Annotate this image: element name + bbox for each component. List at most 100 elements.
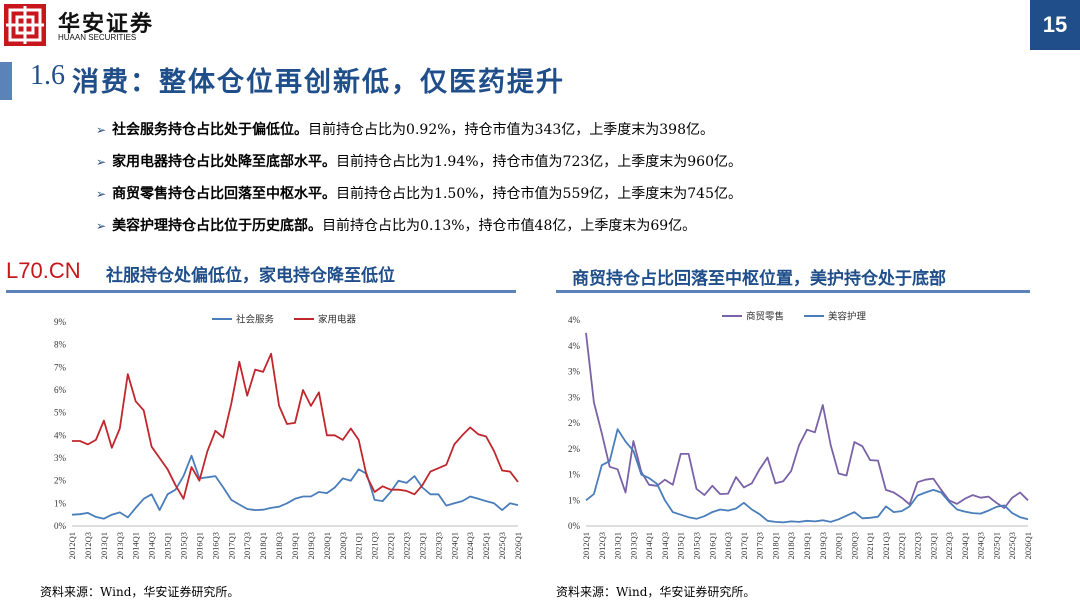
x-tick-label: 2014Q3 [660,532,670,559]
x-tick-label: 2019Q3 [818,532,828,559]
y-tick-label: 5% [54,408,67,418]
y-tick-label: 7% [54,362,67,372]
x-tick-label: 2016Q3 [723,532,733,559]
x-tick-label: 2023Q3 [944,532,954,559]
x-tick-label: 2014Q3 [147,532,157,559]
y-tick-label: 1% [568,470,581,480]
x-tick-label: 2022Q3 [402,532,412,559]
watermark: L70.CN [6,258,81,283]
arrow-icon: ➢ [96,123,107,137]
x-tick-label: 2021Q1 [865,532,875,559]
x-tick-label: 2016Q1 [707,532,717,559]
x-tick-label: 2026Q1 [1023,532,1033,559]
x-tick-label: 2023Q1 [928,532,938,559]
y-tick-label: 4% [54,430,67,440]
y-tick-label: 2% [568,418,581,428]
bullet-item: ➢ 社会服务持仓占比处于偏低位。目前持仓占比为0.92%，持仓市值为343亿，上季… [96,118,742,150]
x-tick-label: 2012Q1 [581,532,591,559]
y-tick-label: 2% [568,444,581,454]
page-title: 消费：整体仓位再创新低，仅医药提升 [72,67,565,98]
x-tick-label: 2013Q1 [613,532,623,559]
x-tick-label: 2018Q3 [274,532,284,559]
legend-label: 商贸零售 [746,311,784,323]
bullet-item: ➢ 家用电器持仓占比处降至底部水平。目前持仓占比为1.94%，持仓市值为723亿，… [96,150,742,182]
bullet-bold: 美容护理持仓占比位于历史底部。 [112,218,323,234]
x-tick-label: 2020Q3 [849,532,859,559]
arrow-icon: ➢ [96,155,107,169]
section-number: 1.6 [30,60,65,91]
x-tick-label: 2023Q3 [433,532,443,559]
x-tick-label: 2015Q3 [179,532,189,559]
bullet-bold: 社会服务持仓占比处于偏低位。 [112,122,309,138]
chart-rule-left [6,290,516,293]
x-tick-label: 2024Q1 [449,532,459,559]
x-tick-label: 2013Q3 [628,532,638,559]
x-tick-label: 2017Q1 [739,532,749,559]
x-tick-label: 2017Q3 [755,532,765,559]
x-tick-label: 2014Q1 [644,532,654,559]
x-tick-label: 2019Q3 [306,532,316,559]
bullet-text: 目前持仓占比为0.92%，持仓市值为343亿，上季度末为398亿。 [308,122,714,138]
legend-label: 家用电器 [318,314,357,326]
x-tick-label: 2015Q1 [676,532,686,559]
x-tick-label: 2020Q3 [338,532,348,559]
logo-text-cn: 华安证券 [58,11,155,37]
x-tick-label: 2013Q1 [99,532,109,559]
x-tick-label: 2021Q1 [354,532,364,559]
chart-title-right: 商贸持仓占比回落至中枢位置，美护持仓处于底部 [572,269,946,289]
x-tick-label: 2025Q1 [991,532,1001,559]
x-tick-label: 2022Q3 [913,532,923,559]
page-number: 15 [1030,0,1080,50]
logo-icon [4,4,46,46]
bullet-bold: 家用电器持仓占比处降至底部水平。 [112,154,337,170]
series-line [71,454,519,520]
x-tick-label: 2015Q1 [163,532,173,559]
bullet-bold: 商贸零售持仓占比回落至中枢水平。 [112,186,337,202]
chart-rule-right [556,290,1030,293]
logo-text-en: HUAAN SECURITIES [58,33,137,42]
x-tick-label: 2012Q1 [67,532,77,559]
x-tick-label: 2025Q3 [497,532,507,559]
x-tick-label: 2022Q1 [897,532,907,559]
x-tick-label: 2025Q3 [1007,532,1017,559]
arrow-icon: ➢ [96,219,107,233]
bullet-list: ➢ 社会服务持仓占比处于偏低位。目前持仓占比为0.92%，持仓市值为343亿，上季… [96,118,742,246]
y-tick-label: 9% [54,317,67,327]
y-tick-label: 1% [568,495,581,505]
series-line [72,352,519,500]
x-tick-label: 2017Q3 [242,532,252,559]
x-tick-label: 2017Q1 [226,532,236,559]
source-note-left: 资料来源：Wind，华安证券研究所。 [40,585,240,599]
y-tick-label: 2% [54,476,67,486]
legend-label: 美容护理 [828,311,867,323]
bullet-item: ➢ 美容护理持仓占比位于历史底部。目前持仓占比为0.13%，持仓市值48亿，上季度… [96,214,742,246]
chart-title-left: 社服持仓处偏低位，家电持仓降至低位 [106,266,395,286]
x-tick-label: 2012Q3 [597,532,607,559]
x-tick-label: 2024Q1 [960,532,970,559]
y-tick-label: 3% [568,392,581,402]
bullet-text: 目前持仓占比为1.94%，持仓市值为723亿，上季度末为960亿。 [336,154,742,170]
series-line [585,332,1029,509]
x-tick-label: 2019Q1 [290,532,300,559]
y-tick-label: 8% [54,340,67,350]
x-tick-label: 2020Q1 [322,532,332,559]
x-tick-label: 2021Q3 [881,532,891,559]
x-tick-label: 2021Q3 [370,532,380,559]
series-line [585,428,1029,524]
x-tick-label: 2013Q3 [115,532,125,559]
x-tick-label: 2012Q3 [83,532,93,559]
x-tick-label: 2016Q3 [210,532,220,559]
y-tick-label: 3% [568,367,581,377]
chart-right: 0% 1% 1% 2% 2% 3% 3% 4% 4% 2012Q1 2012Q3 2013Q1 2013… [568,311,1033,560]
x-tick-label: 2020Q1 [834,532,844,559]
y-tick-label: 4% [568,341,581,351]
legend-label: 社会服务 [236,314,275,326]
y-tick-label: 0% [568,521,581,531]
title-accent-bar [0,62,12,100]
y-tick-label: 6% [54,385,67,395]
x-tick-label: 2025Q1 [481,532,491,559]
bullet-text: 目前持仓占比为0.13%，持仓市值48亿，上季度末为69亿。 [322,218,697,234]
bullet-item: ➢ 商贸零售持仓占比回落至中枢水平。目前持仓占比为1.50%，持仓市值为559亿，… [96,182,742,214]
x-tick-label: 2026Q1 [513,532,523,559]
x-tick-label: 2018Q1 [258,532,268,559]
